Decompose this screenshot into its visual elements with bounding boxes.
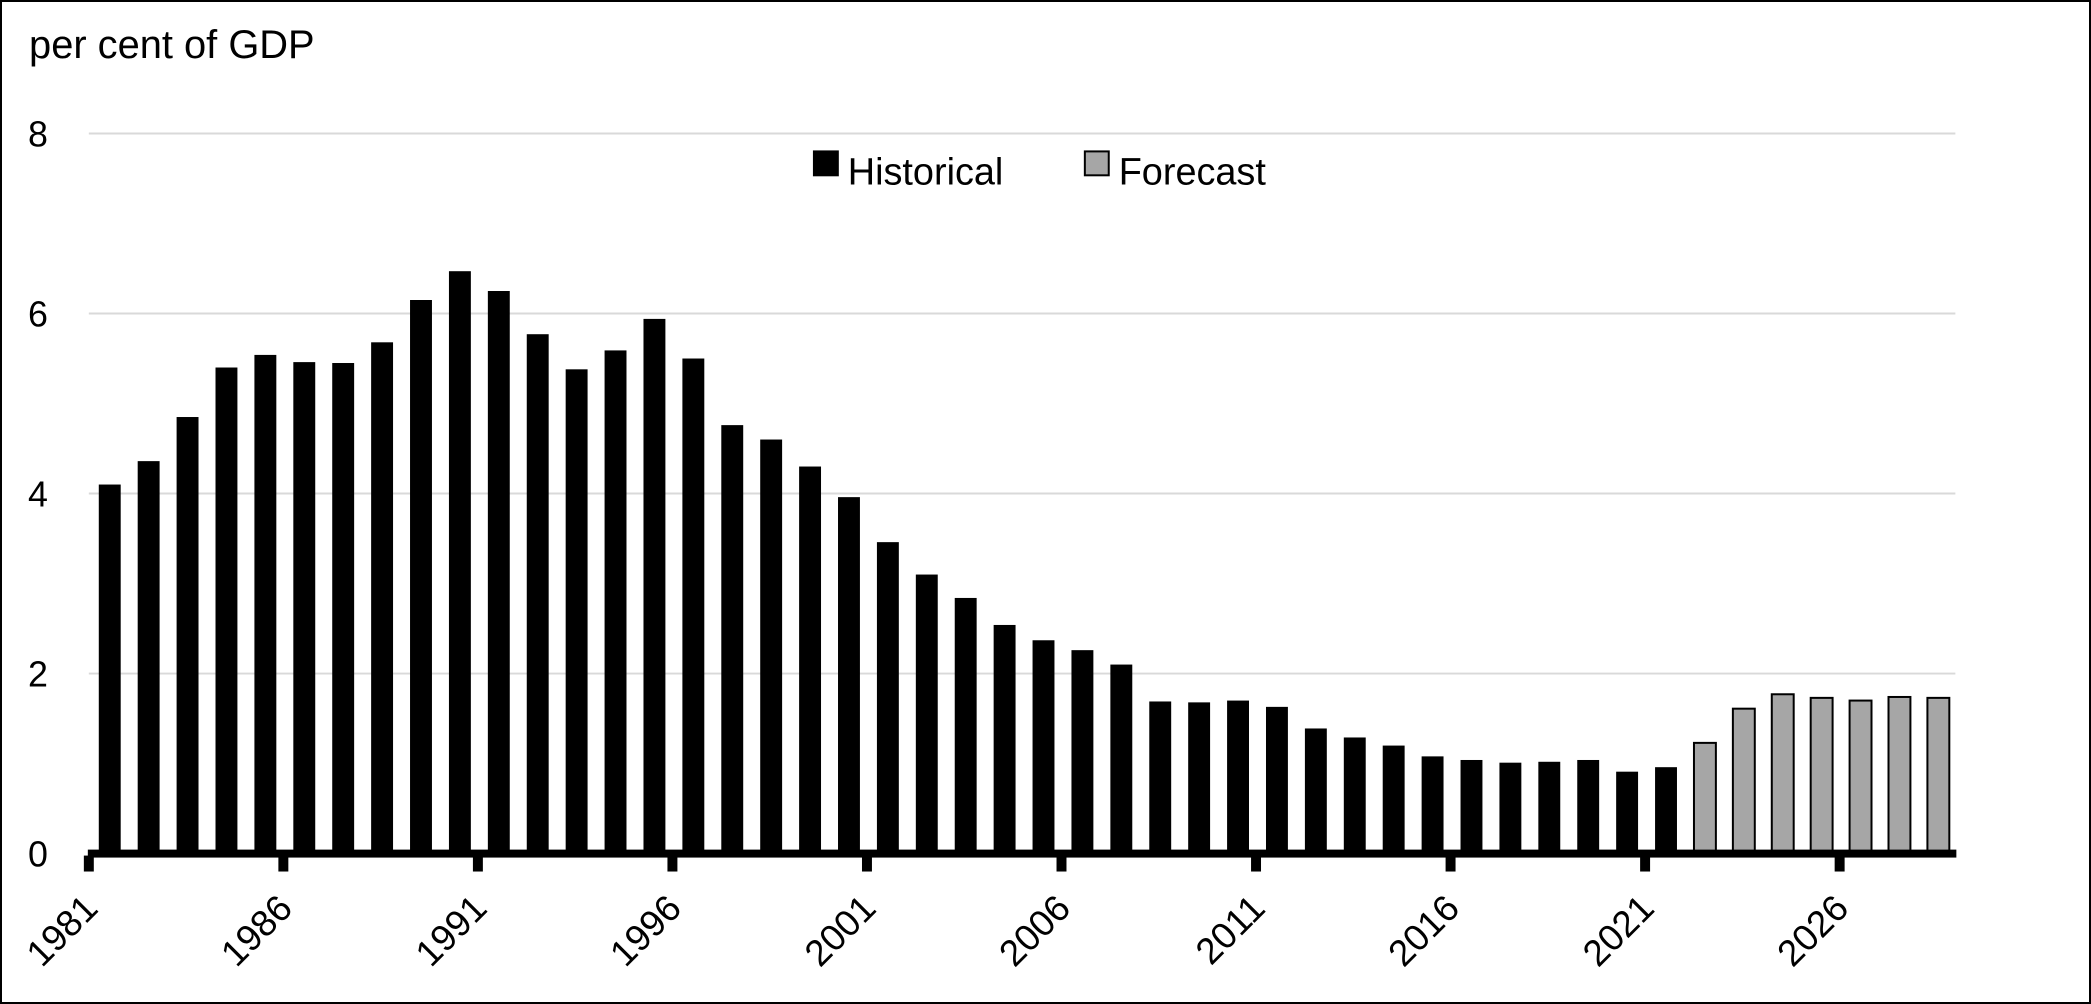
legend-label-forecast: Forecast [1119,151,1267,193]
x-tick-mark-1996 [667,855,678,872]
bar-2026 [1848,699,1873,855]
x-tick-mark-2026 [1834,855,1845,872]
y-tick-label-8: 8 [28,114,48,154]
bar-1983 [176,417,199,854]
x-tick-label-2006: 2006 [991,887,1078,974]
bar-1986 [293,362,316,854]
bar-1998 [760,439,783,854]
bar-2020 [1616,771,1639,854]
bar-2005 [1032,640,1055,854]
bar-2017 [1499,762,1522,854]
bar-2013 [1343,737,1366,854]
bar-2014 [1382,745,1405,854]
x-tick-label-1991: 1991 [408,887,495,974]
legend-swatch-forecast [1083,150,1110,177]
x-tick-label-2021: 2021 [1575,887,1662,974]
bar-2016 [1460,759,1483,854]
bar-2008 [1149,701,1172,854]
x-tick-mark-2016 [1445,855,1456,872]
bar-2015 [1421,756,1444,854]
legend: Historical Forecast [812,150,1267,193]
bar-2003 [954,597,977,854]
legend-label-historical: Historical [848,151,1004,193]
x-tick-label-1986: 1986 [213,887,300,974]
x-tick-mark-1986 [278,855,289,872]
bar-2011 [1265,706,1288,854]
x-tick-label-1981: 1981 [18,887,105,974]
bar-1991 [487,291,510,854]
bar-2018 [1538,761,1561,854]
x-axis-line [87,849,1957,858]
bar-2025 [1809,696,1834,855]
x-tick-label-2026: 2026 [1769,887,1856,974]
bar-1994 [604,350,627,854]
y-tick-label-4: 4 [28,474,48,514]
bar-2009 [1188,702,1211,854]
bar-2010 [1227,700,1249,854]
bar-1997 [721,425,744,854]
bar-2027 [1887,695,1912,855]
bar-2028 [1926,696,1951,855]
bar-1982 [137,461,160,854]
bar-2019 [1577,759,1600,854]
legend-swatch-historical [812,150,839,177]
bar-2012 [1304,728,1327,854]
bar-1989 [410,300,432,854]
bar-series [98,271,1951,855]
x-axis-tick-marks [83,855,1845,872]
y-axis-tick-labels: 0 2 4 6 8 [28,114,48,874]
x-tick-mark-2021 [1640,855,1651,872]
bar-2002 [915,574,938,854]
y-tick-label-2: 2 [28,655,48,695]
bar-2004 [993,624,1016,854]
bar-1995 [643,318,666,854]
x-axis-tick-labels: 1981 1986 1991 1996 2001 2006 2011 2016 2021 2026 [18,887,1856,974]
y-axis-unit-label: per cent of GDP [29,23,315,67]
bar-1988 [371,342,394,854]
bar-1987 [332,363,355,854]
gridlines [88,132,1956,675]
x-tick-label-2001: 2001 [797,887,884,974]
x-tick-mark-2006 [1056,855,1067,872]
bar-1990 [448,271,471,854]
bar-2023 [1731,707,1756,855]
bar-1996 [682,358,705,854]
x-tick-mark-2011 [1251,855,1262,872]
bar-1985 [254,354,277,854]
bar-1981 [98,484,121,854]
y-tick-label-6: 6 [28,294,48,334]
x-tick-label-2016: 2016 [1380,887,1467,974]
bar-2024 [1770,693,1795,855]
x-tick-mark-2001 [861,855,872,872]
x-tick-label-2011: 2011 [1188,887,1273,972]
bar-2006 [1071,650,1094,854]
bar-2001 [876,542,899,854]
bar-1992 [526,334,549,854]
bar-2000 [838,497,860,854]
x-tick-mark-1991 [472,855,483,872]
bar-2021 [1655,767,1677,854]
bar-2022 [1692,741,1717,855]
bar-2007 [1110,664,1133,854]
x-tick-mark-1981 [83,855,94,872]
bar-1999 [799,466,822,854]
bar-1993 [565,369,588,854]
x-tick-label-1996: 1996 [602,887,689,974]
y-tick-label-0: 0 [28,835,48,875]
bar-1984 [215,367,238,854]
